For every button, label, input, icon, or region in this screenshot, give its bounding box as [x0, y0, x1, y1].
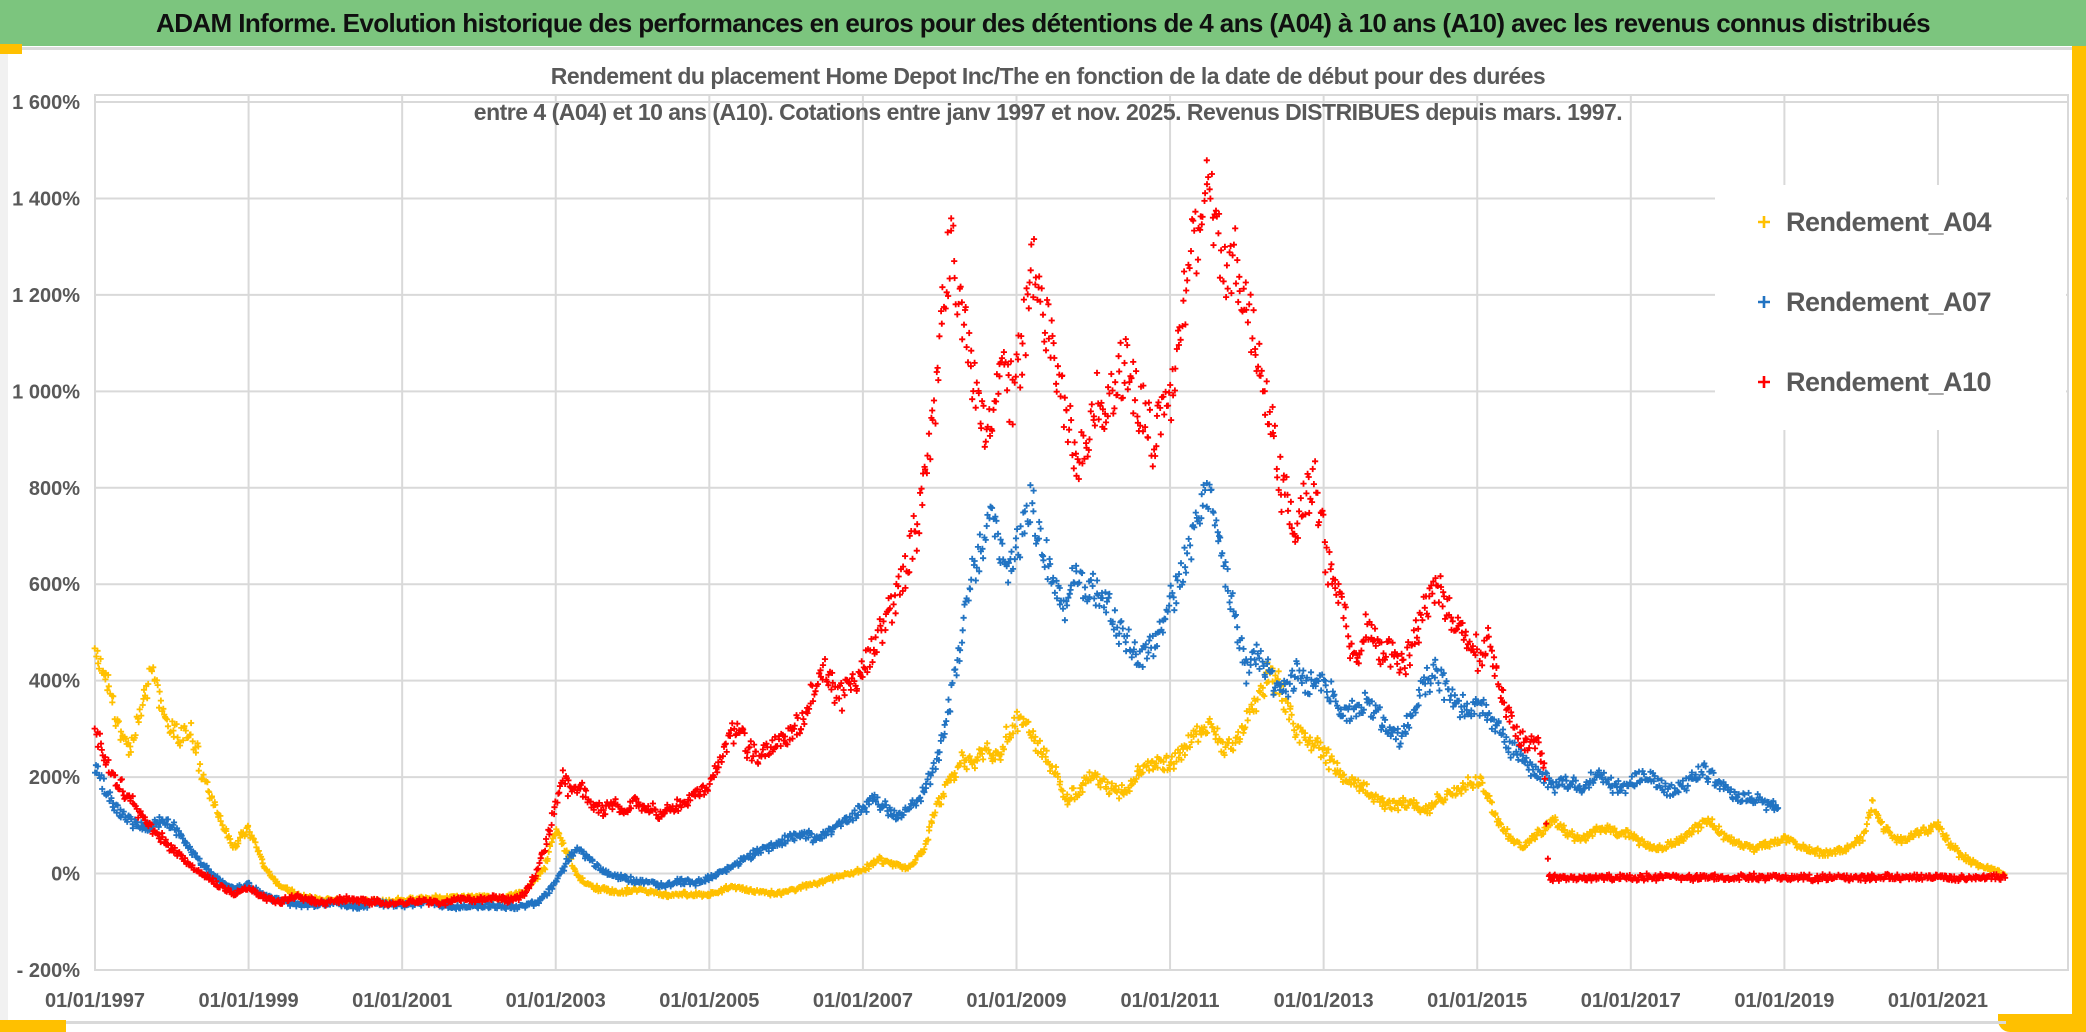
y-tick-label: 0% [51, 864, 80, 886]
y-tick-label: 200% [29, 767, 80, 789]
x-tick-label: 01/01/2007 [813, 990, 913, 1012]
x-tick-label: 01/01/2005 [659, 990, 759, 1012]
legend-item-Rendement_A10[interactable]: Rendement_A10 [1758, 367, 1992, 397]
y-tick-label: 800% [29, 478, 80, 500]
y-tick-label: 1 400% [12, 188, 80, 210]
x-tick-label: 01/01/2015 [1427, 990, 1527, 1012]
left-margin-strip [0, 54, 8, 1020]
header-banner: ADAM Informe. Evolution historique des p… [0, 0, 2086, 46]
y-tick-label: 600% [29, 574, 80, 596]
x-tick-label: 01/01/2011 [1121, 990, 1220, 1012]
y-tick-label: 400% [29, 671, 80, 693]
legend-label: Rendement_A07 [1786, 287, 1991, 317]
series-Rendement_A10-markers [91, 157, 2009, 909]
legend-marker-plus-icon [1758, 216, 1770, 228]
legend-item-Rendement_A07[interactable]: Rendement_A07 [1758, 287, 1992, 317]
header-title: ADAM Informe. Evolution historique des p… [156, 7, 1931, 38]
x-tick-label: 01/01/2003 [506, 990, 606, 1012]
x-axis-labels: 01/01/1997 01/01/1999 01/01/2001 01/01/2003… [45, 990, 1988, 1012]
chart-title-line2: entre 4 (A04) et 10 ans (A10). Cotations… [474, 99, 1622, 125]
legend-box [1715, 185, 2066, 430]
legend-label: Rendement_A10 [1786, 367, 1991, 397]
chart-title-line1: Rendement du placement Home Depot Inc/Th… [551, 63, 1545, 89]
x-tick-label: 01/01/2001 [352, 990, 452, 1012]
accent-bottom-right [1998, 1014, 2086, 1032]
x-tick-label: 01/01/2019 [1734, 990, 1834, 1012]
x-tick-label: 01/01/2021 [1888, 990, 1988, 1012]
x-tick-label: 01/01/2009 [966, 990, 1066, 1012]
series-markers [91, 157, 2009, 913]
y-axis-labels: 1 600% 1 400% 1 200% 1 000% 800% 600% 400% 200%… [12, 92, 80, 982]
y-tick-label: 1 600% [12, 92, 80, 114]
x-tick-label: 01/01/2017 [1581, 990, 1681, 1012]
legend-item-Rendement_A04[interactable]: Rendement_A04 [1758, 207, 1992, 237]
legend-marker-plus-icon [1758, 296, 1770, 308]
y-tick-label: - 200% [17, 960, 81, 982]
y-tick-label: 1 200% [12, 285, 80, 307]
plot-border [94, 94, 2069, 971]
legend: Rendement_A04 Rendement_A07 Rendement_A10 [1715, 185, 2066, 430]
x-tick-label: 01/01/1999 [199, 990, 299, 1012]
panel-bottom-border [66, 1021, 2006, 1024]
header-underline [0, 47, 2086, 50]
accent-bottom-left [0, 1020, 66, 1032]
accent-top-left [0, 44, 22, 54]
x-tick-label: 01/01/1997 [45, 990, 145, 1012]
legend-marker-plus-icon [1758, 376, 1770, 388]
legend-label: Rendement_A04 [1786, 207, 1992, 237]
x-tick-label: 01/01/2013 [1274, 990, 1374, 1012]
accent-right-bar [2072, 46, 2086, 1032]
y-tick-label: 1 000% [12, 381, 80, 403]
